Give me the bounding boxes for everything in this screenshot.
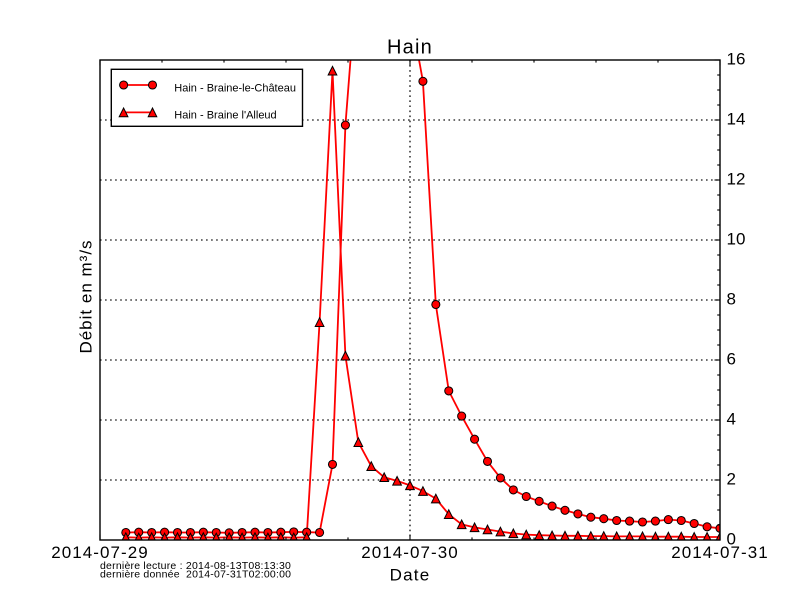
- svg-text:dernière lecture : 2014-08-13T: dernière lecture : 2014-08-13T08:13:30: [100, 560, 291, 572]
- svg-text:16: 16: [727, 49, 746, 68]
- svg-text:12: 12: [727, 169, 746, 188]
- svg-text:Hain: Hain: [387, 37, 433, 59]
- svg-text:2: 2: [727, 469, 736, 488]
- svg-text:8: 8: [727, 289, 736, 308]
- svg-text:0: 0: [727, 529, 736, 548]
- svg-text:10: 10: [727, 229, 746, 248]
- svg-text:2014-07-31: 2014-07-31: [671, 543, 768, 562]
- svg-text:2014-07-29: 2014-07-29: [51, 543, 148, 562]
- svg-text:Hain - Braine-le-Château: Hain - Braine-le-Château: [174, 82, 296, 94]
- svg-text:2014-07-30: 2014-07-30: [361, 543, 458, 562]
- svg-text:Date: Date: [390, 566, 431, 585]
- svg-text:Débit en m³/s: Débit en m³/s: [77, 239, 96, 353]
- svg-text:14: 14: [727, 109, 746, 128]
- svg-text:6: 6: [727, 349, 736, 368]
- svg-text:4: 4: [727, 409, 736, 428]
- svg-text:dernière donnée 2014-07-31T02: dernière donnée 2014-07-31T02:00:00: [100, 569, 291, 581]
- svg-text:Hain - Braine l'Alleud: Hain - Braine l'Alleud: [174, 110, 276, 122]
